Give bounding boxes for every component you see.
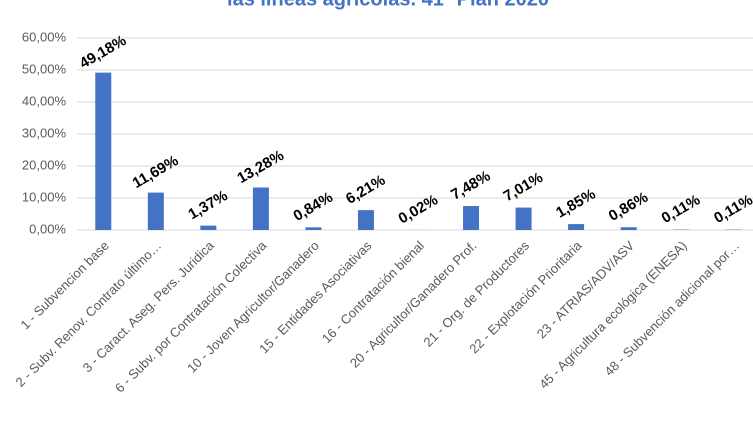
bar — [463, 206, 480, 230]
value-label: 7,01% — [501, 169, 546, 205]
bar — [305, 227, 322, 230]
value-label: 1,85% — [553, 186, 598, 222]
bar — [147, 192, 164, 230]
x-tick-label: 16 - Contratación bienal — [319, 238, 427, 346]
value-label: 1,37% — [185, 187, 230, 223]
bar — [515, 207, 532, 230]
x-tick-label: 1 - Subvencion base — [17, 238, 111, 332]
bar — [95, 72, 112, 231]
value-label: 0,11% — [659, 191, 704, 227]
y-tick-label: 10,00% — [22, 189, 67, 204]
value-label: 6,21% — [343, 172, 388, 208]
chart-title: las líneas agrícolas. 41º Plan 2020 — [227, 0, 549, 10]
bar — [568, 224, 585, 230]
y-tick-label: 50,00% — [22, 61, 67, 76]
y-tick-label: 30,00% — [22, 125, 67, 140]
y-tick-label: 20,00% — [22, 157, 67, 172]
value-label: 0,84% — [290, 189, 335, 225]
value-label: 0,11% — [711, 191, 753, 227]
value-label: 11,69% — [130, 152, 182, 192]
bar — [200, 225, 217, 230]
y-tick-label: 60,00% — [22, 29, 67, 44]
x-tick-label: 23 - ATRIAS/ADV/ASV — [534, 238, 638, 342]
bar — [252, 187, 269, 230]
y-tick-label: 40,00% — [22, 93, 67, 108]
bar — [620, 227, 637, 230]
y-tick-label: 0,00% — [29, 221, 66, 236]
value-label: 13,28% — [234, 147, 287, 187]
x-tick-label: 21 - Org. de Productores — [420, 238, 532, 350]
value-label: 0,86% — [606, 189, 651, 225]
value-label: 0,02% — [396, 191, 441, 227]
bar — [357, 210, 374, 230]
